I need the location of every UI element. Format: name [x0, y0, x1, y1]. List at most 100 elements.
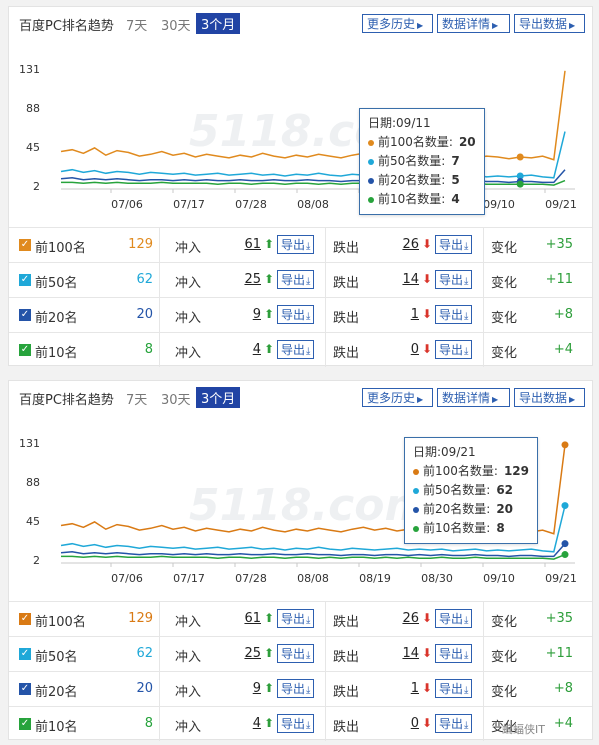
- arrow-up-icon: ⬆: [264, 716, 275, 730]
- more-history-button[interactable]: 更多历史 ▶: [362, 14, 433, 33]
- arrow-up-icon: ⬆: [264, 611, 275, 625]
- checkbox[interactable]: ✓: [19, 239, 31, 251]
- export-data-button[interactable]: 导出数据 ▶: [514, 388, 585, 407]
- more-history-label: 更多历史: [367, 17, 416, 31]
- export-label: 导出: [281, 682, 306, 696]
- export-drop-out-button[interactable]: 导出⤓: [435, 340, 473, 359]
- caret-right-icon: ▶: [569, 21, 576, 30]
- data-point-marker[interactable]: [516, 153, 524, 161]
- tooltip-value: 5: [451, 173, 460, 187]
- table-row: ✓ 前100名 129 冲入 61 ⬆ 导出⤓ 跌出 26 ⬇ 导出⤓ 变化 +35: [9, 601, 592, 636]
- download-icon: ⤓: [306, 311, 311, 322]
- data-point-marker[interactable]: [561, 441, 569, 449]
- y-tick-label: 131: [19, 437, 40, 450]
- rush-in-count-link[interactable]: 61: [244, 237, 261, 252]
- series-line-4[interactable]: [61, 553, 566, 560]
- export-rush-in-button[interactable]: 导出⤓: [277, 609, 315, 628]
- trend-line-chart[interactable]: 5118.com1318845207/0607/1707/2808/0808/1…: [9, 51, 592, 216]
- rush-in-count-link[interactable]: 9: [252, 307, 261, 322]
- x-tick-label: 09/21: [545, 572, 577, 585]
- checkbox[interactable]: ✓: [19, 274, 31, 286]
- data-point-marker[interactable]: [516, 180, 524, 188]
- checkbox[interactable]: ✓: [19, 344, 31, 356]
- x-tick-label: 09/21: [545, 198, 577, 211]
- export-label: 导出: [281, 238, 306, 252]
- period-30d-tab[interactable]: 30天: [161, 393, 191, 408]
- export-data-button[interactable]: 导出数据 ▶: [514, 14, 585, 33]
- drop-out-count-link[interactable]: 1: [410, 307, 419, 322]
- export-rush-in-button[interactable]: 导出⤓: [277, 270, 315, 289]
- rush-in-count-link[interactable]: 25: [244, 272, 261, 287]
- tooltip-label: 前50名数量:: [378, 154, 446, 168]
- data-details-button[interactable]: 数据详情 ▶: [437, 14, 510, 33]
- tooltip-value: 8: [496, 521, 505, 535]
- period-3m-tab[interactable]: 3个月: [196, 387, 241, 408]
- drop-out-count-link[interactable]: 26: [402, 237, 419, 252]
- arrow-down-icon: ⬇: [422, 716, 433, 730]
- period-3m-tab[interactable]: 3个月: [196, 13, 241, 34]
- series-line-3[interactable]: [60, 543, 566, 558]
- more-history-button[interactable]: 更多历史 ▶: [362, 388, 433, 407]
- period-30d-tab[interactable]: 30天: [161, 19, 191, 34]
- export-rush-in-button[interactable]: 导出⤓: [277, 340, 315, 359]
- x-tick-label: 07/28: [235, 198, 267, 211]
- export-drop-out-button[interactable]: 导出⤓: [435, 714, 473, 733]
- divider: [159, 228, 160, 262]
- rush-in-count-link[interactable]: 4: [252, 716, 261, 731]
- trend-panel-1: 百度PC排名趋势 7天 30天 3个月 更多历史 ▶ 数据详情 ▶ 导出数据 ▶ 51…: [8, 6, 593, 367]
- data-details-button[interactable]: 数据详情 ▶: [437, 388, 510, 407]
- tooltip-row: 前100名数量: 129: [413, 462, 529, 481]
- data-point-marker[interactable]: [516, 172, 524, 180]
- period-7d-tab[interactable]: 7天: [126, 19, 148, 34]
- export-rush-in-button[interactable]: 导出⤓: [277, 305, 315, 324]
- drop-out-count-link[interactable]: 0: [410, 716, 419, 731]
- divider: [159, 637, 160, 671]
- download-icon: ⤓: [464, 650, 469, 661]
- drop-out-count-link[interactable]: 14: [402, 272, 419, 287]
- export-drop-out-button[interactable]: 导出⤓: [435, 609, 473, 628]
- data-details-label: 数据详情: [442, 391, 491, 405]
- change-label: 变化: [491, 720, 518, 735]
- rush-in-label: 冲入: [175, 720, 202, 735]
- rank-summary-table: ✓ 前100名 129 冲入 61 ⬆ 导出⤓ 跌出 26 ⬇ 导出⤓ 变化 +35 ✓ 前50名 62 冲入 2…: [9, 227, 592, 367]
- export-rush-in-button[interactable]: 导出⤓: [277, 644, 315, 663]
- x-tick-label: 07/17: [173, 572, 205, 585]
- drop-out-count-link[interactable]: 14: [402, 646, 419, 661]
- export-drop-out-button[interactable]: 导出⤓: [435, 644, 473, 663]
- arrow-down-icon: ⬇: [422, 646, 433, 660]
- checkbox[interactable]: ✓: [19, 309, 31, 321]
- divider: [159, 263, 160, 297]
- rush-in-count-link[interactable]: 25: [244, 646, 261, 661]
- checkbox[interactable]: ✓: [19, 648, 31, 660]
- checkbox[interactable]: ✓: [19, 718, 31, 730]
- export-drop-out-button[interactable]: 导出⤓: [435, 679, 473, 698]
- divider: [325, 637, 326, 671]
- data-point-marker[interactable]: [561, 551, 569, 559]
- period-7d-tab[interactable]: 7天: [126, 393, 148, 408]
- export-drop-out-button[interactable]: 导出⤓: [435, 305, 473, 324]
- checkbox[interactable]: ✓: [19, 683, 31, 695]
- rush-in-label: 冲入: [175, 346, 202, 361]
- drop-out-count-link[interactable]: 0: [410, 342, 419, 357]
- series-line-2[interactable]: [60, 505, 566, 553]
- export-rush-in-button[interactable]: 导出⤓: [277, 714, 315, 733]
- export-rush-in-button[interactable]: 导出⤓: [277, 235, 315, 254]
- download-icon: ⤓: [306, 720, 311, 731]
- data-point-marker[interactable]: [561, 540, 569, 548]
- divider: [159, 298, 160, 332]
- data-point-marker[interactable]: [561, 502, 569, 510]
- rush-in-count-link[interactable]: 61: [244, 611, 261, 626]
- rush-in-count-link[interactable]: 4: [252, 342, 261, 357]
- change-value: +11: [545, 646, 573, 661]
- export-drop-out-button[interactable]: 导出⤓: [435, 235, 473, 254]
- checkbox[interactable]: ✓: [19, 613, 31, 625]
- drop-out-label: 跌出: [333, 311, 360, 326]
- rush-in-count-link[interactable]: 9: [252, 681, 261, 696]
- drop-out-count-link[interactable]: 26: [402, 611, 419, 626]
- drop-out-count-link[interactable]: 1: [410, 681, 419, 696]
- table-row: ✓ 前20名 20 冲入 9 ⬆ 导出⤓ 跌出 1 ⬇ 导出⤓ 变化 +8: [9, 297, 592, 332]
- rank-range-label: 前10名: [35, 346, 78, 361]
- export-rush-in-button[interactable]: 导出⤓: [277, 679, 315, 698]
- export-drop-out-button[interactable]: 导出⤓: [435, 270, 473, 289]
